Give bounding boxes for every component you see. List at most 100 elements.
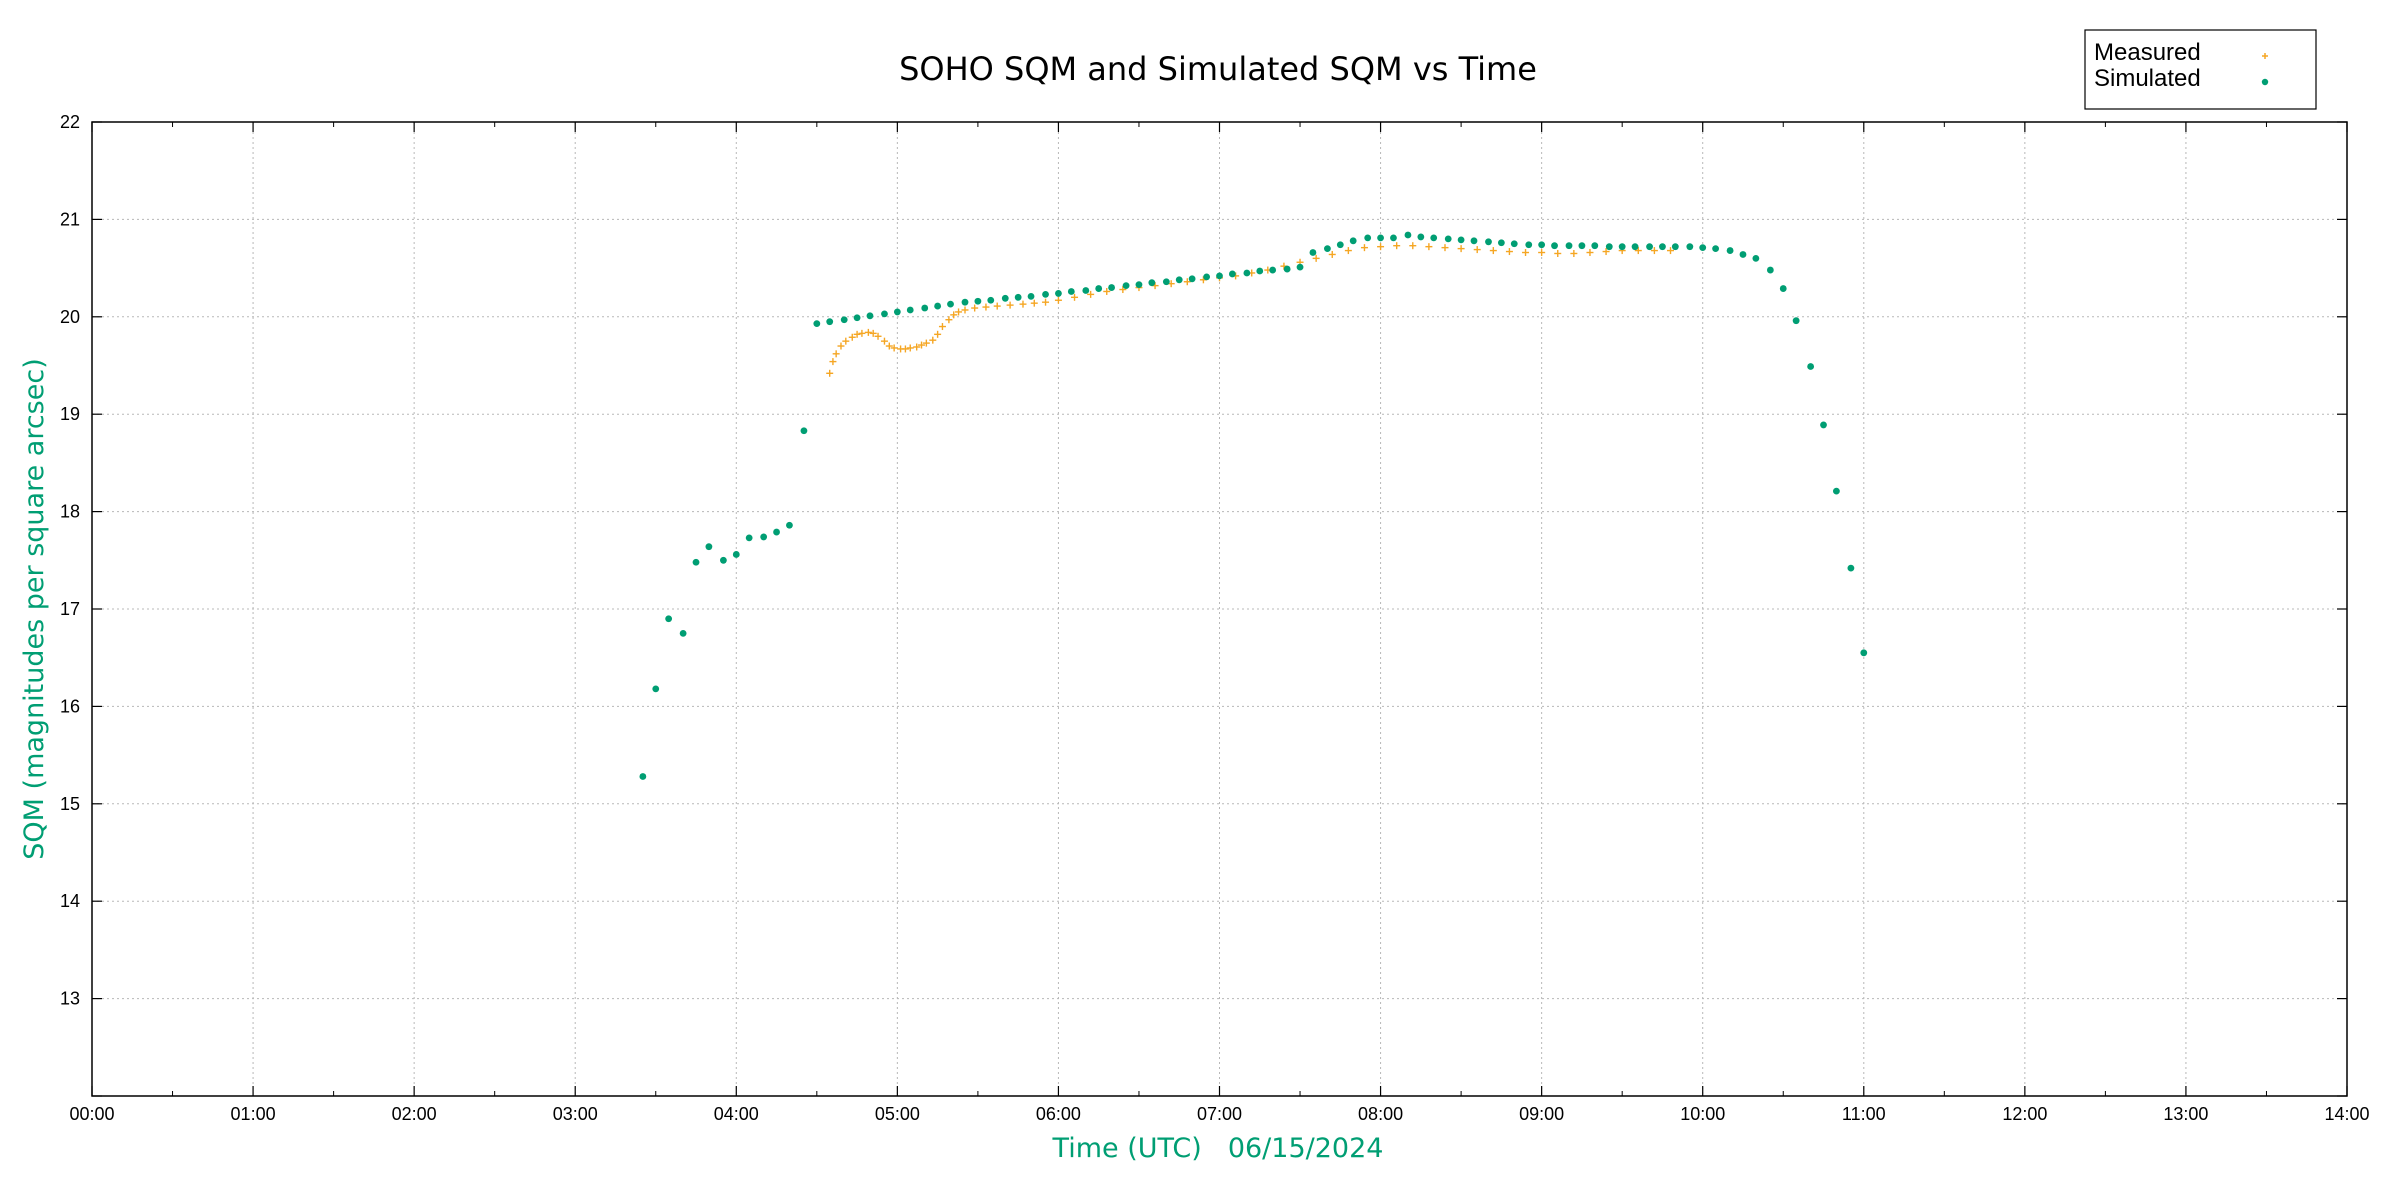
measured-point [1360,244,1368,252]
simulated-point [1646,243,1653,251]
x-axis-title: Time (UTC) 06/15/2024 [1052,1133,1384,1164]
measured-point [1119,286,1127,294]
simulated-point [866,312,874,320]
simulated-point [1001,294,1009,302]
simulated-point [679,629,687,637]
legend-label-measured: Measured [2094,39,2201,66]
measured-point [1505,248,1513,256]
simulated-point [1377,234,1384,242]
simulated-point [1256,267,1264,275]
simulated-point [1135,281,1143,289]
simulated-point [1108,284,1115,291]
simulated-point [1148,279,1156,287]
measured-point [1425,243,1433,251]
y-tick-label: 15 [60,794,80,814]
simulated-point [1269,266,1277,274]
simulated-point [1336,241,1344,249]
simulated-point [881,310,888,318]
x-tick-label: 10:00 [1680,1104,1725,1124]
measured-point [918,341,926,349]
simulated-point [1324,245,1331,253]
measured-point [848,333,856,341]
y-tick-label: 20 [60,307,80,327]
measured-point [1071,293,1079,301]
simulated-point [1188,275,1196,283]
measured-point [837,342,845,350]
simulated-point [665,615,673,623]
measured-point [1328,250,1336,258]
simulated-point [1618,243,1626,251]
x-axis-label: Time (UTC) [1052,1133,1202,1164]
simulated-point [813,320,821,328]
simulated-point [1485,238,1492,246]
simulated-point [1671,243,1679,251]
measured-point [1103,287,1111,295]
measured-point [922,339,930,347]
x-tick-label: 06:00 [1036,1104,1081,1124]
simulated-point [1551,242,1558,250]
measured-point [853,330,861,338]
x-tick-label: 05:00 [875,1104,920,1124]
measured-point [913,343,921,351]
measured-point [829,358,837,366]
measured-point [1457,245,1465,253]
y-tick-label: 19 [60,404,80,424]
simulated-point [1175,276,1183,284]
x-axis-date: 06/15/2024 [1228,1133,1384,1164]
simulated-point [1014,293,1022,301]
x-tick-label: 00:00 [69,1104,114,1124]
simulated-point [1779,285,1787,292]
simulated-point [1578,242,1586,250]
simulated-point [1726,247,1734,254]
legend-marker-simulated [2261,78,2269,86]
measured-point [1489,247,1497,255]
measured-point [890,344,898,352]
measured-point [1602,248,1610,256]
simulated-point [1525,241,1533,249]
measured-point [1377,243,1385,251]
simulated-point [1538,241,1546,249]
legend: Measured Simulated [2084,29,2317,110]
measured-point [1006,301,1014,309]
y-axis-title: SQM (magnitudes per square arcsec) [19,358,50,859]
simulated-point [921,304,929,312]
legend-box [2084,29,2317,110]
measured-point [842,337,850,345]
chart-title: SOHO SQM and Simulated SQM vs Time [899,50,1537,88]
simulated-point [1739,251,1747,258]
simulated-point [1766,266,1774,274]
measured-point [1554,249,1562,257]
simulated-point [1162,278,1170,286]
simulated-point [1243,269,1251,277]
simulated-point [974,297,982,305]
simulated-point [893,308,901,316]
simulated-point [1605,243,1613,251]
measured-point [945,316,953,324]
simulated-point [800,427,808,435]
x-tick-label: 02:00 [392,1104,437,1124]
measured-point [864,328,872,336]
x-tick-label: 08:00 [1358,1104,1403,1124]
x-tick-label: 04:00 [714,1104,759,1124]
simulated-point [1296,263,1304,271]
simulated-point [1470,237,1478,245]
simulated-point [1752,254,1760,262]
plot-frame [91,121,2348,1097]
grid [92,122,2347,1096]
measured-point [1019,300,1027,308]
y-axis-tick-labels: 13 14 15 16 17 18 19 20 21 22 [60,112,80,1009]
simulated-point [1686,243,1694,251]
simulated-point [1807,363,1815,370]
simulated-point [1565,242,1573,250]
measured-point [1570,249,1578,257]
simulated-point [906,306,914,314]
measured-point [906,344,914,352]
x-tick-label: 12:00 [2002,1104,2047,1124]
simulated-point [1122,282,1130,290]
measured-point [858,329,866,337]
simulated-point [1457,236,1465,244]
y-tick-label: 16 [60,696,80,716]
simulated-point [987,296,995,304]
measured-point [1344,247,1352,255]
x-tick-label: 13:00 [2163,1104,2208,1124]
